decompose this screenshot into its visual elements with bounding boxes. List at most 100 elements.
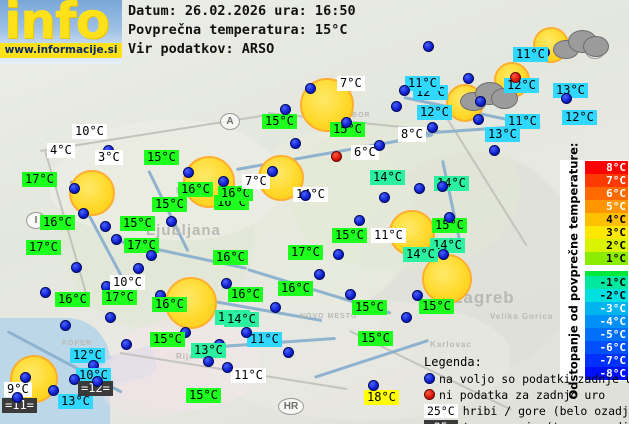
station-temperature-label: 17°C (288, 245, 323, 260)
station-dot[interactable] (300, 190, 311, 201)
station-dot[interactable] (166, 216, 177, 227)
site-logo[interactable]: info www.informacije.si (0, 0, 122, 64)
station-dot[interactable] (401, 312, 412, 323)
station-temperature-label: 13°C (58, 394, 93, 409)
station-temperature-label: 4°C (47, 143, 75, 158)
station-temperature-label: 15°C (120, 216, 155, 231)
station-dot[interactable] (111, 234, 122, 245)
station-temperature-label: 17°C (124, 238, 159, 253)
station-dot[interactable] (100, 221, 111, 232)
temperature-deviation-scale: Odstopanje od povprečne temperature: 8°C… (560, 142, 629, 399)
station-dot[interactable] (267, 166, 278, 177)
station-dot[interactable] (475, 96, 486, 107)
station-dot[interactable] (203, 356, 214, 367)
station-dot-no-data[interactable] (331, 151, 342, 162)
station-temperature-label: 14°C (430, 238, 465, 253)
station-dot[interactable] (305, 83, 316, 94)
station-dot[interactable] (489, 145, 500, 156)
station-temperature-label: 7°C (242, 174, 270, 189)
station-dot[interactable] (561, 93, 572, 104)
station-dot[interactable] (69, 183, 80, 194)
station-dot[interactable] (423, 41, 434, 52)
station-temperature-label: 16°C (152, 297, 187, 312)
station-temperature-label: 11°C (247, 332, 282, 347)
station-temperature-label: 17°C (22, 172, 57, 187)
legend-item: ni podatka za zadnjo uro (424, 387, 629, 402)
station-dot[interactable] (69, 374, 80, 385)
place-label: Velika Gorica (490, 312, 554, 321)
region-istria (100, 348, 210, 418)
legend-red-dot-icon (424, 389, 435, 400)
station-dot[interactable] (283, 347, 294, 358)
station-temperature-label: 17°C (26, 240, 61, 255)
station-temperature-label: 16°C (40, 215, 75, 230)
station-dot[interactable] (105, 312, 116, 323)
station-temperature-label: 11°C (371, 228, 406, 243)
station-dot[interactable] (241, 327, 252, 338)
station-dot[interactable] (92, 376, 103, 387)
station-dot[interactable] (414, 183, 425, 194)
scale-row: -1°C (585, 276, 628, 289)
station-dot[interactable] (437, 181, 448, 192)
station-dot[interactable] (133, 263, 144, 274)
station-dot[interactable] (391, 101, 402, 112)
station-dot[interactable] (427, 122, 438, 133)
scale-row: -4°C (585, 315, 628, 328)
scale-row: -5°C (585, 328, 628, 341)
station-temperature-label: 15°C (332, 228, 367, 243)
header-average-temp: Povprečna temperatura: 15°C (128, 22, 348, 38)
station-temperature-label: 15°C (144, 150, 179, 165)
station-temperature-label: 16°C (228, 287, 263, 302)
station-dot[interactable] (438, 249, 449, 260)
scale-row: 5°C (585, 200, 628, 213)
header-date-time: Datum: 26.02.2026 ura: 16:50 (128, 3, 356, 19)
station-temperature-label: 15°C (152, 197, 187, 212)
station-dot[interactable] (218, 176, 229, 187)
station-dot[interactable] (270, 302, 281, 313)
station-temperature-label: 15°C (186, 388, 221, 403)
station-temperature-label: 12°C (70, 348, 105, 363)
station-dot[interactable] (12, 392, 23, 403)
scale-row (585, 265, 628, 271)
station-dot[interactable] (222, 362, 233, 373)
station-dot[interactable] (333, 249, 344, 260)
station-dot[interactable] (48, 385, 59, 396)
station-dot-no-data[interactable] (510, 72, 521, 83)
station-dot[interactable] (374, 140, 385, 151)
station-dot[interactable] (60, 320, 71, 331)
station-dot[interactable] (78, 208, 89, 219)
scale-row: 8°C (585, 161, 628, 174)
scale-row: 1°C (585, 252, 628, 265)
station-dot[interactable] (40, 287, 51, 298)
station-dot[interactable] (290, 138, 301, 149)
station-dot[interactable] (221, 278, 232, 289)
station-dot[interactable] (379, 192, 390, 203)
legend-item: 25°C hribi / gore (belo ozadje) (424, 403, 629, 418)
station-dot[interactable] (345, 289, 356, 300)
station-dot[interactable] (71, 262, 82, 273)
station-dot[interactable] (463, 73, 474, 84)
station-temperature-label: 15°C (262, 114, 297, 129)
station-dot[interactable] (280, 104, 291, 115)
station-dot[interactable] (368, 380, 379, 391)
place-label: NOVO MESTO (300, 313, 358, 320)
station-dot[interactable] (399, 85, 410, 96)
station-temperature-label: 13°C (485, 127, 520, 142)
station-dot[interactable] (354, 215, 365, 226)
station-dot[interactable] (314, 269, 325, 280)
station-temperature-label: 13°C (191, 343, 226, 358)
station-dot[interactable] (473, 114, 484, 125)
legend-hill-chip: 25°C (424, 403, 458, 418)
station-dot[interactable] (121, 339, 132, 350)
station-dot[interactable] (183, 167, 194, 178)
station-dot[interactable] (20, 372, 31, 383)
station-dot[interactable] (412, 290, 423, 301)
station-dot[interactable] (146, 250, 157, 261)
scale-row: -7°C (585, 354, 628, 367)
station-temperature-label: 17°C (102, 290, 137, 305)
station-dot[interactable] (444, 212, 455, 223)
station-temperature-label: 14°C (224, 312, 259, 327)
station-temperature-label: 11°C (405, 76, 440, 91)
station-dot[interactable] (341, 117, 352, 128)
